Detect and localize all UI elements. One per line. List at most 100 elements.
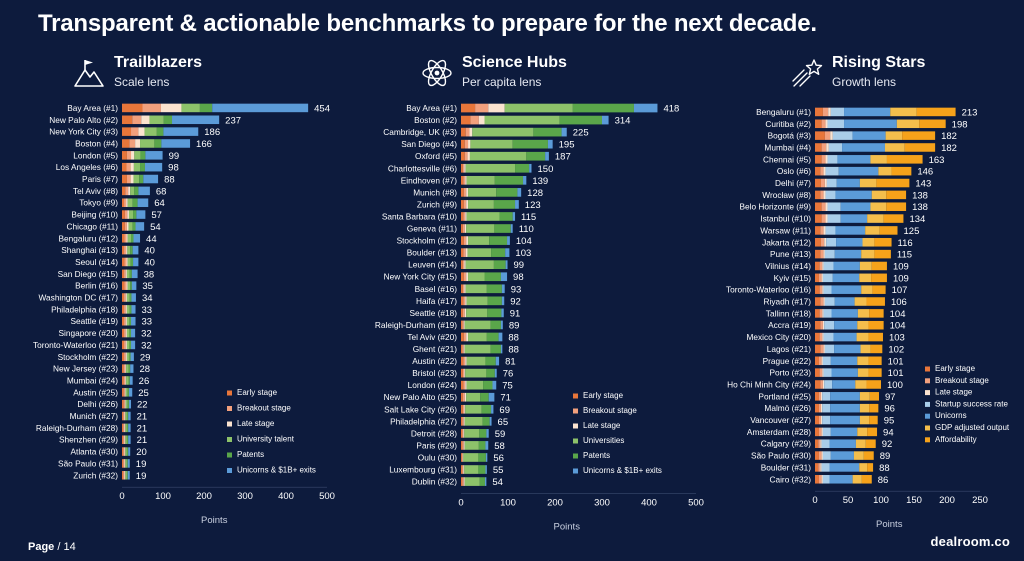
bar-segment-late-9 (126, 198, 128, 207)
bar-segment-unicorns-27 (489, 416, 492, 426)
bar-segment-early-10 (815, 214, 822, 223)
bar-segment-afford-11 (879, 226, 898, 235)
bar-segment-breakout-19 (462, 320, 464, 330)
bar-segment-unicorns-1 (633, 103, 658, 113)
bar-segment-early-1 (815, 107, 823, 117)
bar-segment-early-31 (122, 459, 124, 468)
total-label-6: 98 (168, 163, 179, 174)
bar-segment-late-11 (464, 224, 467, 233)
category-label-philadelphia-18: Philadelphia (#18) (51, 304, 118, 314)
bar-segment-breakout-29 (123, 435, 125, 444)
bar-segment-afford-17 (866, 297, 885, 306)
category-label-bengaluru-1: Bengaluru (#1) (756, 107, 811, 117)
bar-segment-early-8 (122, 186, 126, 196)
bar-segment-patents-15 (484, 272, 501, 282)
category-label-munich-8: Munich (#8) (413, 187, 457, 197)
category-label-charlottesville-6: Charlottesville (#6) (388, 163, 457, 173)
legend-label-unicorns: Unicorns (935, 411, 967, 420)
bar-segment-early-10 (461, 212, 464, 221)
bar-segment-late-17 (823, 297, 825, 306)
bar-segment-talent-24 (126, 376, 129, 385)
bar-segment-gdp-19 (857, 320, 869, 330)
total-label-16: 107 (892, 285, 908, 296)
bar-segment-unicorns-22 (830, 356, 858, 366)
bar-segment-talent-5 (469, 151, 527, 161)
bar-segment-talent-7 (133, 174, 140, 184)
bar-segment-early-25 (815, 392, 819, 401)
bar-segment-talent-32 (464, 477, 480, 486)
bar-segment-late-16 (464, 284, 466, 294)
bar-segment-unicorns-28 (830, 427, 858, 437)
bar-segment-gdp-31 (859, 463, 868, 472)
bar-segment-early-16 (122, 281, 125, 290)
total-label-29: 92 (882, 439, 893, 450)
total-label-3: 225 (573, 128, 589, 139)
bar-segment-gdp-2 (896, 119, 920, 129)
bar-segment-talent-18 (466, 308, 488, 318)
total-label-24: 26 (139, 376, 150, 387)
bar-segment-startup-27 (822, 415, 831, 425)
bar-segment-talent-4 (470, 139, 513, 149)
bar-segment-breakout-21 (462, 344, 464, 354)
science-hubs-title: Science Hubs (462, 54, 567, 71)
bar-segment-patents-19 (129, 316, 132, 326)
total-label-10: 134 (909, 214, 925, 225)
bar-segment-breakout-31 (462, 465, 464, 474)
total-label-22: 29 (140, 352, 151, 363)
bar-segment-early-21 (122, 340, 125, 350)
bar-segment-afford-20 (868, 332, 883, 342)
bar-segment-breakout-22 (463, 356, 466, 366)
bar-segment-early-15 (122, 269, 125, 279)
total-label-18: 33 (142, 305, 153, 316)
bar-segment-early-27 (815, 415, 819, 425)
bar-segment-afford-13 (874, 249, 891, 259)
bar-segment-breakout-32 (462, 477, 464, 486)
total-label-27: 21 (137, 412, 148, 423)
bar-segment-patents-20 (129, 328, 132, 338)
bar-segment-unicorns-4 (842, 143, 885, 152)
bar-segment-gdp-21 (860, 344, 871, 354)
bar-segment-unicorns-15 (131, 269, 138, 279)
bar-segment-breakout-27 (462, 416, 464, 426)
bar-segment-talent-11 (466, 224, 495, 233)
category-label-kyiv-15: Kyiv (#15) (774, 273, 812, 283)
total-label-4: 166 (196, 139, 212, 150)
category-label-singapore-20: Singapore (#20) (58, 328, 118, 338)
total-label-31: 88 (879, 463, 890, 474)
bar-segment-early-3 (461, 127, 466, 137)
bar-segment-talent-14 (465, 260, 494, 270)
bar-segment-talent-16 (127, 281, 131, 290)
category-label-tel-aviv-8: Tel Aviv (#8) (73, 186, 118, 196)
bar-segment-startup-7 (826, 178, 837, 188)
bar-segment-breakout-4 (821, 143, 827, 152)
bar-segment-talent-32 (125, 471, 127, 480)
total-label-16: 35 (142, 281, 153, 292)
category-label-warsaw-11: Warsaw (#11) (760, 225, 811, 235)
total-label-1: 418 (663, 104, 679, 115)
bar-segment-patents-31 (478, 465, 486, 474)
bar-segment-early-16 (815, 285, 820, 294)
legend-label-talent: Universities (583, 436, 624, 445)
bar-segment-unicorns-19 (131, 316, 136, 326)
bar-segment-talent-23 (126, 364, 129, 373)
bar-segment-early-16 (461, 284, 463, 294)
x-tick-label-300: 300 (237, 491, 253, 502)
bar-segment-startup-2 (827, 119, 845, 129)
total-label-7: 88 (164, 175, 175, 186)
bar-segment-early-29 (461, 441, 463, 450)
category-label-calgary-29: Calgary (#29) (761, 439, 812, 449)
bar-segment-patents-4 (154, 139, 162, 148)
bar-segment-early-13 (815, 249, 821, 259)
bar-segment-startup-30 (822, 451, 831, 460)
category-label-vilnius-14: Vilnius (#14) (765, 261, 811, 271)
bar-segment-late-6 (464, 163, 466, 173)
bar-segment-talent-21 (126, 340, 130, 350)
science-hubs-header: Science Hubs Per capita lens (420, 52, 720, 96)
rising-stars-title: Rising Stars (832, 54, 926, 71)
bar-segment-early-22 (122, 352, 125, 362)
bar-segment-breakout-1 (142, 103, 161, 113)
bar-segment-unicorns-30 (128, 447, 131, 456)
legend-label-late: Late stage (583, 421, 621, 430)
bar-segment-early-14 (815, 261, 820, 271)
bar-segment-late-23 (822, 368, 824, 377)
